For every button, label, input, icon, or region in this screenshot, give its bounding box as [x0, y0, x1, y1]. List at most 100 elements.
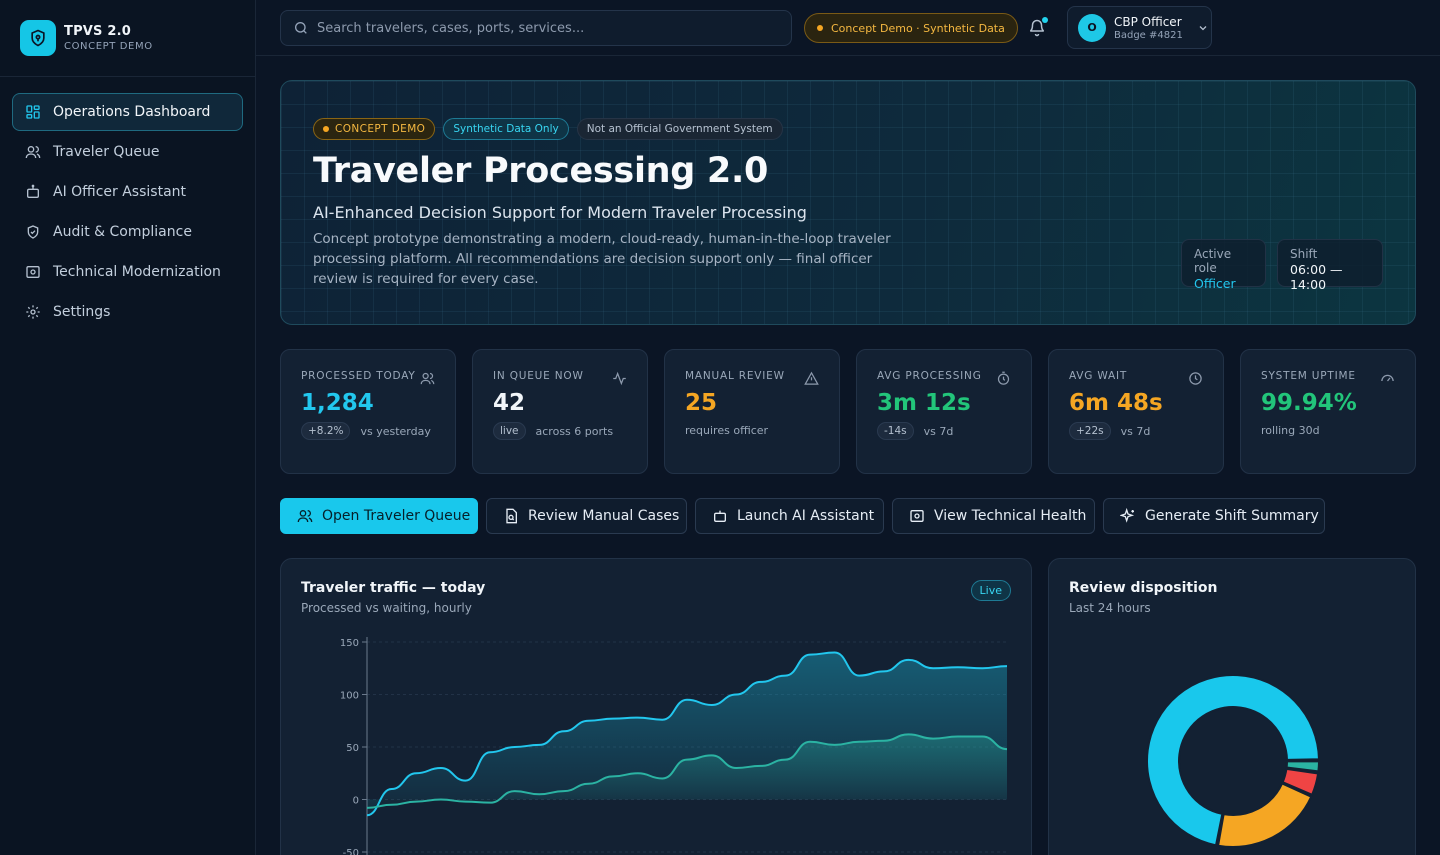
users-icon	[297, 510, 313, 523]
launch-ai-assistant-button[interactable]: Launch AI Assistant	[695, 498, 884, 534]
search-input[interactable]	[317, 20, 777, 36]
waiting-series-line	[366, 733, 1008, 809]
activity-icon	[613, 371, 626, 386]
sidebar-item-traveler-queue[interactable]: Traveler Queue	[12, 133, 243, 171]
panel-subtitle: Last 24 hours	[1069, 601, 1151, 615]
sidebar-item-operations-dashboard[interactable]: Operations Dashboard	[12, 93, 243, 131]
sidebar-item-ai-officer-assistant[interactable]: AI Officer Assistant	[12, 173, 243, 211]
button-label: View Technical Health	[934, 508, 1087, 524]
stat-value: 1,284	[301, 390, 374, 416]
brand-title: TPVS 2.0	[64, 24, 131, 39]
stat-card-avg-processing[interactable]: AVG PROCESSING 3m 12s -14s vs 7d	[856, 349, 1032, 474]
review-manual-cases-button[interactable]: Review Manual Cases	[486, 498, 687, 534]
sidebar-item-technical-modernization[interactable]: Technical Modernization	[12, 253, 243, 291]
disposition-donut-chart[interactable]	[1049, 559, 1417, 855]
view-technical-health-button[interactable]: View Technical Health	[892, 498, 1095, 534]
panel-title: Traveler traffic — today	[301, 580, 486, 596]
stat-note: vs 7d	[1120, 424, 1151, 438]
button-label: Launch AI Assistant	[737, 508, 875, 524]
stat-note: across 6 ports	[535, 424, 614, 438]
user-badge: Badge #4821	[1114, 29, 1183, 41]
sidebar-item-audit-compliance[interactable]: Audit & Compliance	[12, 213, 243, 251]
brand[interactable]: TPVS 2.0 CONCEPT DEMO	[0, 0, 255, 77]
stat-card-manual-review[interactable]: MANUAL REVIEW 25 requires officer	[664, 349, 840, 474]
stat-label: SYSTEM UPTIME	[1261, 370, 1356, 382]
file-search-icon	[506, 508, 517, 524]
server-icon	[910, 510, 924, 522]
flagged-slice	[1281, 767, 1320, 797]
generate-shift-summary-button[interactable]: Generate Shift Summary	[1103, 498, 1325, 534]
sidebar-nav: Operations Dashboard Traveler Queue AI O…	[0, 77, 255, 349]
stat-note: requires officer	[685, 424, 769, 437]
hero-badges: CONCEPT DEMO Synthetic Data Only Not an …	[313, 118, 783, 140]
avatar: O	[1078, 13, 1106, 42]
users-icon	[25, 144, 53, 160]
demo-status-pill: Concept Demo · Synthetic Data	[804, 13, 1018, 43]
chevron-down-icon	[1199, 25, 1207, 30]
top-bar: Concept Demo · Synthetic Data O CBP Offi…	[256, 0, 1440, 56]
shift-label: Shift	[1290, 247, 1318, 261]
traffic-panel: Traveler traffic — today Processed vs wa…	[280, 558, 1032, 855]
sparkles-icon	[1120, 508, 1135, 523]
cleared-slice	[1146, 674, 1321, 847]
notification-dot	[1042, 17, 1048, 23]
bell-icon	[1029, 19, 1045, 37]
bot-icon	[25, 184, 53, 200]
stat-card-avg-wait[interactable]: AVG WAIT 6m 48s +22s vs 7d	[1048, 349, 1224, 474]
stat-chip: live	[493, 422, 526, 440]
shift-card: Shift 06:00 — 14:00	[1277, 239, 1383, 292]
stat-value: 42	[493, 390, 526, 416]
button-label: Open Traveler Queue	[322, 508, 471, 524]
users-icon	[420, 372, 435, 385]
search-box[interactable]	[280, 10, 792, 46]
stat-label: IN QUEUE NOW	[493, 370, 584, 382]
page-title: Traveler Processing 2.0	[313, 151, 769, 191]
shield-check-icon	[25, 224, 53, 240]
sidebar-item-label: Operations Dashboard	[53, 104, 211, 120]
stat-label: AVG PROCESSING	[877, 370, 982, 382]
active-role-value: Officer	[1194, 276, 1236, 291]
not-official-badge: Not an Official Government System	[576, 118, 783, 140]
y-tick-label: 0	[353, 796, 359, 807]
sidebar-item-label: Audit & Compliance	[53, 224, 192, 240]
disposition-panel: Review disposition Last 24 hours	[1048, 558, 1416, 855]
open-traveler-queue-button[interactable]: Open Traveler Queue	[280, 498, 478, 534]
referred-slice	[1216, 782, 1313, 848]
badge-label: CONCEPT DEMO	[335, 123, 426, 135]
brand-subtitle: CONCEPT DEMO	[64, 41, 153, 52]
stat-note: vs 7d	[923, 424, 954, 438]
sidebar-item-label: Technical Modernization	[53, 264, 221, 280]
shield-logo-icon	[20, 20, 56, 56]
stat-card-in-queue-now[interactable]: IN QUEUE NOW 42 live across 6 ports	[472, 349, 648, 474]
timer-icon	[997, 371, 1010, 385]
sidebar-item-label: Traveler Queue	[53, 144, 160, 160]
stat-card-system-uptime[interactable]: SYSTEM UPTIME 99.94% rolling 30d	[1240, 349, 1416, 474]
button-label: Generate Shift Summary	[1145, 508, 1319, 524]
clock-icon	[1189, 372, 1202, 385]
stat-chip: +22s	[1069, 422, 1111, 440]
hero-description: Concept prototype demonstrating a modern…	[313, 231, 891, 287]
y-tick-label: 100	[340, 691, 359, 702]
stat-value: 3m 12s	[877, 390, 971, 416]
active-role-card: Active role Officer	[1181, 239, 1266, 291]
y-tick-label: 50	[346, 743, 359, 754]
notifications-button[interactable]	[1026, 17, 1048, 39]
gauge-icon	[1381, 374, 1394, 382]
user-menu[interactable]: O CBP Officer Badge #4821	[1067, 6, 1212, 49]
panel-subtitle: Processed vs waiting, hourly	[301, 601, 472, 615]
button-label: Review Manual Cases	[528, 508, 680, 524]
sidebar-item-settings[interactable]: Settings	[12, 293, 243, 331]
search-icon	[295, 22, 307, 34]
user-name: CBP Officer	[1114, 14, 1182, 29]
waiting-series-area	[367, 734, 1007, 808]
stat-label: AVG WAIT	[1069, 370, 1128, 382]
traffic-chart[interactable]: 150 100 50 0 -50	[281, 559, 1033, 855]
stat-card-processed-today[interactable]: PROCESSED TODAY 1,284 +8.2% vs yesterday	[280, 349, 456, 474]
pending-slice	[1285, 760, 1321, 773]
shift-value: 06:00 — 14:00	[1290, 262, 1343, 292]
sidebar-item-label: AI Officer Assistant	[53, 184, 187, 200]
y-tick-label: -50	[343, 848, 359, 855]
concept-demo-badge: CONCEPT DEMO	[313, 118, 436, 140]
stat-note: vs yesterday	[360, 424, 431, 438]
alert-triangle-icon	[804, 371, 819, 385]
